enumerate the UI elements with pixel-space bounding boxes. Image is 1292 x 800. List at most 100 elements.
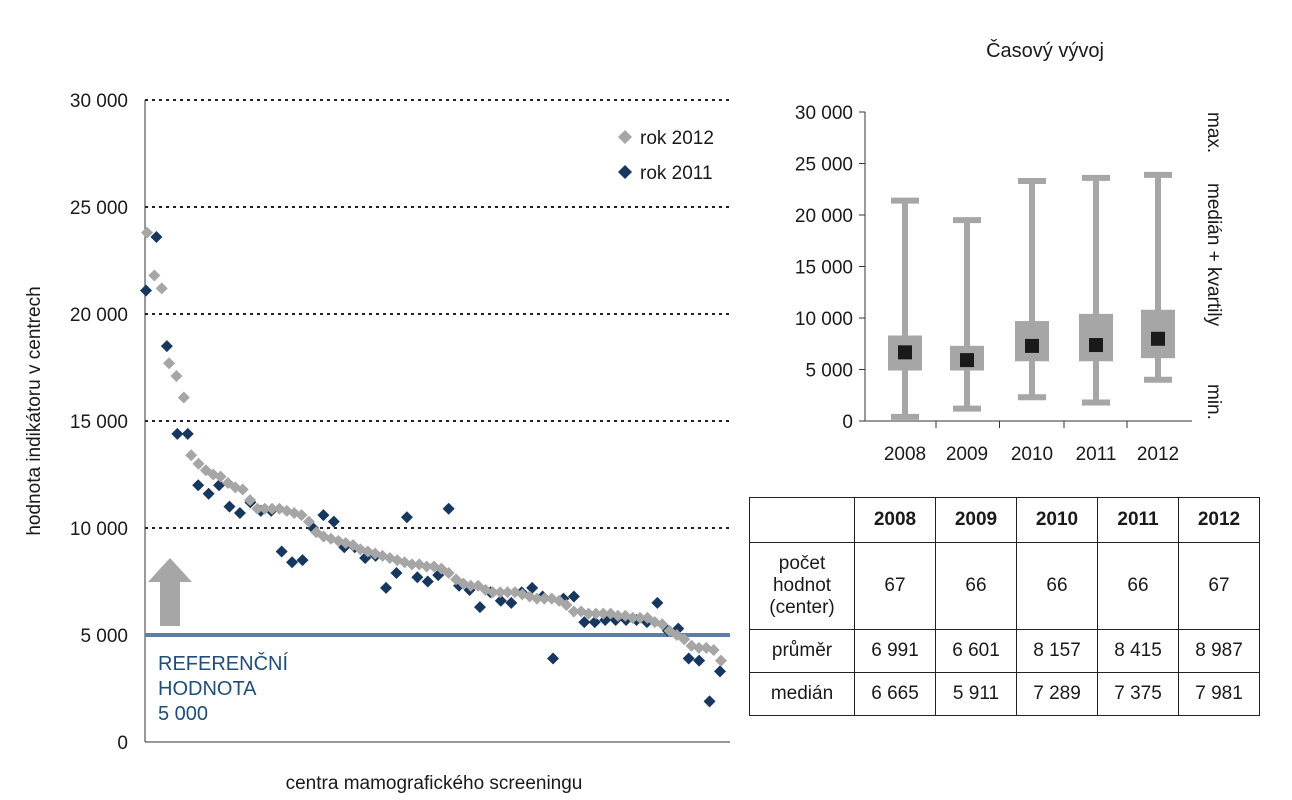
data-point [155, 282, 168, 295]
data-point [703, 695, 716, 708]
data-point [214, 470, 227, 483]
data-point [442, 502, 455, 515]
data-point [715, 654, 727, 667]
data-point [411, 571, 424, 584]
y-tick-label: 30 000 [70, 91, 128, 112]
table-cell: 8 987 [1178, 629, 1260, 673]
table-cell: 6 665 [854, 672, 936, 716]
data-point [327, 515, 340, 528]
y-tick-label: 15 000 [70, 412, 128, 433]
data-point [380, 581, 393, 594]
data-point [582, 607, 595, 620]
data-point [192, 479, 205, 492]
data-point [296, 554, 309, 567]
data-point [626, 611, 639, 624]
data-point [140, 284, 152, 297]
table-cell: 8 415 [1097, 629, 1179, 673]
data-point [286, 556, 299, 569]
row-label-median: medián [749, 672, 855, 716]
table-cell: 6 991 [854, 629, 936, 673]
data-point [494, 594, 507, 607]
data-point [148, 269, 161, 282]
boxplot-boxes [888, 171, 1175, 420]
data-point [150, 230, 163, 243]
data-point [494, 586, 507, 599]
main-y-ticks: 0 5 000 10 000 15 000 20 000 25 000 30 000 [70, 91, 128, 754]
median-marker [960, 353, 974, 368]
table-cell: 66 [935, 542, 1017, 630]
data-point [589, 607, 602, 620]
main-x-axis-label: centra mamografického screeningu [286, 773, 583, 794]
legend-label-2011: rok 2011 [640, 163, 713, 184]
legend-label-2012: rok 2012 [640, 128, 714, 149]
data-point [560, 599, 573, 612]
data-point [597, 607, 610, 620]
table-cell: 6 601 [935, 629, 1017, 673]
box-2009 [950, 217, 984, 412]
data-point [486, 586, 499, 599]
y-tick-label: 30 000 [795, 103, 853, 124]
data-point [538, 592, 551, 605]
data-point [578, 616, 591, 629]
data-point [202, 487, 215, 500]
data-point [464, 579, 477, 592]
data-point [236, 483, 249, 496]
table-cell: 8 157 [1016, 629, 1098, 673]
data-point [317, 509, 330, 522]
data-point [692, 641, 705, 654]
up-arrow-icon [148, 558, 192, 626]
data-point [501, 586, 514, 599]
data-point [678, 633, 691, 646]
y-tick-label: 5 000 [805, 361, 853, 382]
data-point [233, 507, 246, 520]
data-point [588, 616, 601, 629]
row-label-count: počet hodnot (center) [749, 542, 855, 630]
table-row: medián 6 665 5 911 7 289 7 375 7 981 [749, 672, 1260, 716]
stats-header-year: 2011 [1097, 497, 1179, 543]
x-tick-label: 2010 [1011, 444, 1053, 465]
data-point [707, 643, 720, 656]
y-tick-label: 10 000 [70, 519, 128, 540]
table-cell: 5 911 [935, 672, 1017, 716]
data-point [213, 479, 226, 492]
table-cell: 7 375 [1097, 672, 1179, 716]
reference-label-line-2: HODNOTA [158, 678, 257, 700]
table-cell: 7 289 [1016, 672, 1098, 716]
y-tick-label: 5 000 [80, 626, 128, 647]
data-point [567, 605, 580, 618]
data-point [442, 566, 455, 579]
data-point [244, 494, 257, 507]
boxplot-side-label-min: min. [1203, 384, 1224, 420]
data-point [171, 427, 184, 440]
iqr-box [1079, 313, 1113, 362]
table-row: průměr 6 991 6 601 8 157 8 415 8 987 [749, 629, 1260, 673]
data-point [567, 590, 580, 603]
box-2012 [1141, 171, 1175, 383]
legend: rok 2012 rok 2011 [618, 128, 714, 184]
data-point [473, 601, 486, 614]
legend-marker-2012 [618, 130, 632, 144]
x-tick-label: 2009 [946, 444, 988, 465]
data-point [547, 652, 560, 665]
data-point [160, 340, 173, 353]
reference-label-line-1: REFERENČNÍ [158, 652, 288, 675]
median-marker [898, 345, 912, 360]
data-point [251, 502, 264, 515]
boxplot-title: Časový vývoj [986, 39, 1104, 62]
data-point [181, 427, 194, 440]
median-marker [1089, 338, 1103, 353]
data-point [682, 652, 695, 665]
y-tick-label: 0 [842, 412, 853, 433]
y-tick-label: 20 000 [795, 206, 853, 227]
data-point [192, 457, 205, 470]
data-point [185, 449, 198, 462]
table-cell: 66 [1097, 542, 1179, 630]
boxplot-x-ticks: 2008 2009 2010 2011 2012 [884, 421, 1179, 465]
data-point [266, 502, 279, 515]
data-point [258, 502, 271, 515]
box-2011 [1079, 174, 1113, 406]
data-point [634, 611, 647, 624]
data-point [170, 370, 183, 383]
y-tick-label: 10 000 [795, 309, 853, 330]
main-y-axis-label: hodnota indikátoru v centrech [24, 286, 45, 535]
